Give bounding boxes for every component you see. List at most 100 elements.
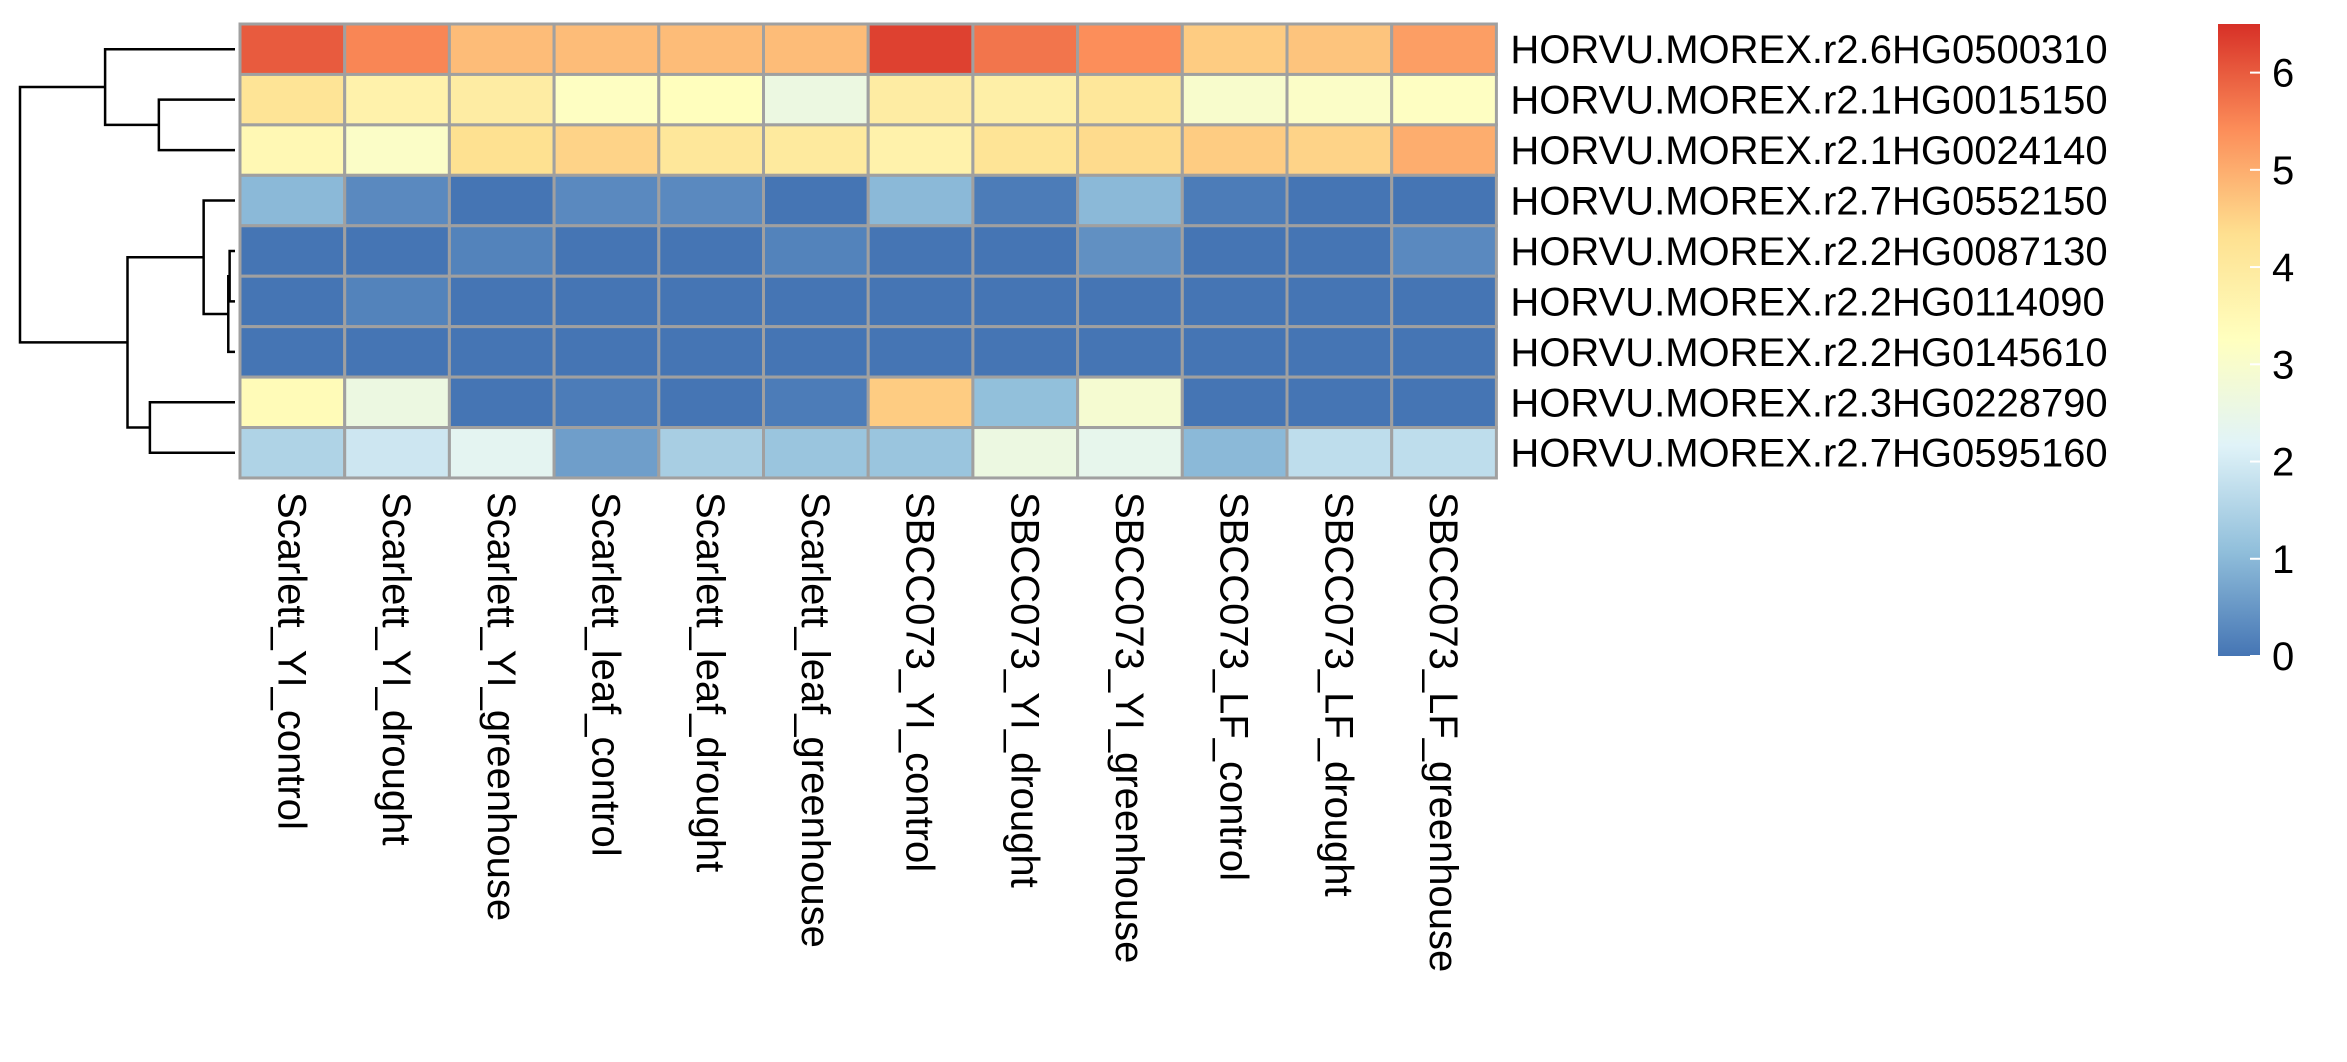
heatmap-cell (971, 22, 1080, 76)
heatmap-cell (1180, 375, 1289, 430)
heatmap-cell (866, 224, 975, 278)
dendrogram-branch (202, 199, 235, 316)
heatmap-cell (1390, 22, 1498, 76)
heatmap-cell (657, 22, 765, 76)
heatmap-cell (971, 224, 1080, 278)
legend-tick-label: 2 (2272, 441, 2294, 485)
column-label: Scarlett_leaf_control (583, 492, 627, 857)
heatmap-cell (866, 72, 975, 127)
heatmap-cell (971, 173, 1080, 228)
heatmap-cell (1390, 325, 1498, 379)
heatmap-cell (762, 22, 870, 76)
heatmap-cell (1390, 274, 1498, 329)
heatmap-cell (343, 375, 451, 430)
heatmap-cell (447, 325, 556, 379)
heatmap-cell (1180, 325, 1289, 379)
dendrogram-branch (18, 85, 128, 344)
row-labels: HORVU.MOREX.r2.6HG0500310 HORVU.MOREX.r2.… (1510, 28, 2107, 476)
heatmap-cell (971, 72, 1080, 127)
row-label: HORVU.MOREX.r2.1HG0024140 (1510, 129, 2107, 173)
heatmap-cell (238, 274, 347, 329)
heatmap-cell (657, 375, 765, 430)
heatmap-cell (1390, 224, 1498, 278)
heatmap-cell (1180, 224, 1289, 278)
heatmap-cell (1076, 274, 1184, 329)
heatmap-cell (657, 426, 765, 480)
legend-tick-label: 1 (2272, 538, 2294, 582)
heatmap-cell (552, 274, 661, 329)
heatmap-cell (238, 123, 347, 177)
heatmap-cell (343, 325, 451, 379)
heatmap-cell (971, 375, 1080, 430)
heatmap-cell (1390, 426, 1498, 480)
heatmap-cell (1285, 426, 1394, 480)
heatmap-cell (971, 426, 1080, 480)
heatmap-cell (866, 274, 975, 329)
column-label: SBCC073_LF_drought (1316, 492, 1360, 897)
heatmap-cells (238, 22, 1498, 480)
heatmap-cell (1076, 72, 1184, 127)
heatmap-cell (1285, 224, 1394, 278)
heatmap-cell (762, 375, 870, 430)
heatmap-cell (238, 325, 347, 379)
heatmap-cell (343, 224, 451, 278)
color-legend: 0 1 2 3 4 5 6 (2218, 24, 2294, 679)
heatmap-cell (762, 325, 870, 379)
heatmap-cell (1180, 22, 1289, 76)
heatmap-cell (447, 224, 556, 278)
heatmap-cell (866, 426, 975, 480)
heatmap-cell (971, 274, 1080, 329)
heatmap-cell (552, 325, 661, 379)
heatmap-cell (552, 72, 661, 127)
heatmap-cell (447, 375, 556, 430)
heatmap-cell (1285, 72, 1394, 127)
heatmap-cell (657, 72, 765, 127)
heatmap-cell (971, 325, 1080, 379)
heatmap-cell (1285, 325, 1394, 379)
column-label: Scarlett_leaf_drought (688, 492, 732, 872)
legend-tick-label: 4 (2272, 246, 2294, 290)
legend-colorbar (2218, 24, 2260, 656)
heatmap-cell (447, 123, 556, 177)
heatmap-cell (1076, 123, 1184, 177)
heatmap-cell (1390, 375, 1498, 430)
heatmap-cell (343, 426, 451, 480)
legend-tick-label: 3 (2272, 343, 2294, 387)
row-label: HORVU.MOREX.r2.2HG0087130 (1510, 230, 2107, 274)
heatmap-cell (1285, 375, 1394, 430)
heatmap-cell (238, 375, 347, 430)
heatmap-cell (1180, 72, 1289, 127)
legend-tick-label: 0 (2272, 635, 2294, 679)
column-label: SBCC073_YI_drought (1002, 492, 1046, 888)
heatmap-cell (762, 72, 870, 127)
row-label: HORVU.MOREX.r2.6HG0500310 (1510, 28, 2107, 72)
heatmap-cell (1076, 426, 1184, 480)
heatmap-cell (343, 22, 451, 76)
heatmap-cell (657, 224, 765, 278)
heatmap-cell (1285, 274, 1394, 329)
heatmap-cell (1076, 22, 1184, 76)
heatmap-cell (447, 22, 556, 76)
heatmap-cell (238, 72, 347, 127)
heatmap-cell (1285, 22, 1394, 76)
column-labels: Scarlett_YI_control Scarlett_YI_drought Sc… (269, 492, 1465, 972)
heatmap-cell (1180, 274, 1289, 329)
row-label: HORVU.MOREX.r2.7HG0595160 (1510, 432, 2107, 476)
heatmap-cell (866, 22, 975, 76)
heatmap-cell (343, 72, 451, 127)
heatmap-cell (866, 375, 975, 430)
heatmap-cell (1285, 173, 1394, 228)
heatmap-cell (447, 426, 556, 480)
dendrogram-branch (157, 98, 235, 152)
column-label: SBCC073_YI_control (898, 492, 942, 872)
dendrogram-branch (228, 249, 235, 303)
heatmap-cell (866, 325, 975, 379)
heatmap-cell (343, 123, 451, 177)
heatmap-cell (552, 22, 661, 76)
heatmap-cell (343, 173, 451, 228)
heatmap-cell (343, 274, 451, 329)
heatmap-cell (762, 173, 870, 228)
heatmap-cell (1390, 72, 1498, 127)
heatmap-cell (762, 274, 870, 329)
column-label: SBCC073_LF_control (1212, 492, 1256, 881)
